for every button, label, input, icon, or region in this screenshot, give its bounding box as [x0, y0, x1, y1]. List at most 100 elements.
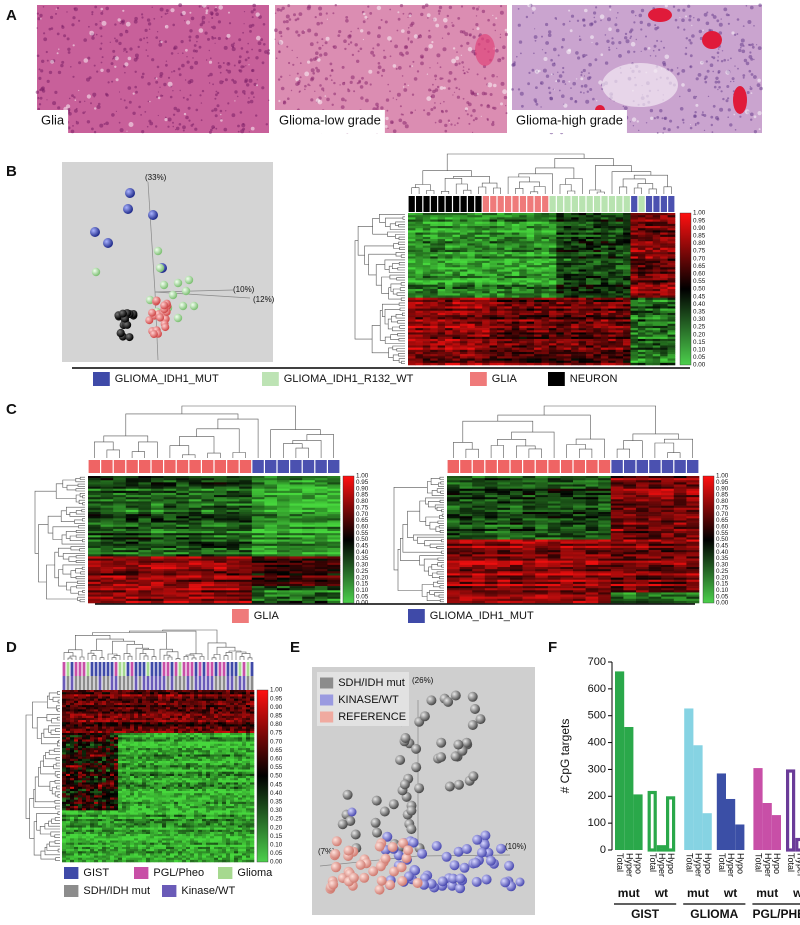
- heatmap-cell: [608, 280, 616, 283]
- heatmap-cell: [422, 282, 431, 285]
- heatmap-cell: [630, 271, 639, 275]
- cell-nucleus: [652, 49, 655, 52]
- cell-nucleus: [625, 39, 630, 44]
- heatmap-cell: [408, 228, 416, 231]
- heatmap-cell: [437, 317, 446, 320]
- colorbar-label: 0.25: [693, 324, 706, 331]
- heatmap-cell: [623, 269, 631, 272]
- cell-nucleus: [436, 53, 441, 58]
- tissue-gap: [679, 17, 681, 18]
- dendrogram-branch: [392, 326, 405, 332]
- heatmap-cell: [526, 304, 535, 307]
- heatmap-cell: [327, 514, 341, 517]
- tissue-gap: [186, 20, 191, 25]
- heatmap-cell: [138, 520, 152, 523]
- heatmap-cell: [482, 358, 490, 361]
- cell-nucleus: [681, 18, 685, 23]
- cell-nucleus: [124, 71, 126, 74]
- cell-nucleus: [696, 18, 701, 22]
- heatmap-cell: [623, 351, 631, 355]
- heatmap-cell: [645, 338, 654, 342]
- heatmap-cell: [548, 230, 557, 233]
- heatmap-cell: [600, 349, 609, 353]
- heatmap-cell: [138, 541, 152, 545]
- heatmap-cell: [88, 528, 101, 532]
- dendrogram-branch: [82, 502, 85, 506]
- heatmap-cell: [667, 302, 676, 305]
- heatmap-cell: [511, 215, 520, 218]
- heatmap-cell: [314, 499, 328, 502]
- heatmap-cell: [571, 213, 579, 216]
- dendrogram-branch: [75, 510, 85, 515]
- cell-nucleus: [100, 42, 103, 45]
- cell-nucleus: [694, 124, 697, 127]
- heatmap-cell: [408, 332, 416, 335]
- heatmap-cell: [571, 245, 579, 249]
- dendrogram-branch: [455, 183, 468, 194]
- heatmap-cell: [615, 249, 624, 253]
- cell-nucleus: [309, 58, 313, 62]
- heatmap-cell: [289, 533, 303, 536]
- cell-nucleus: [747, 20, 752, 24]
- heatmap-cell: [408, 230, 416, 233]
- heatmap-cell: [556, 278, 565, 281]
- heatmap-cell: [556, 215, 565, 218]
- cell-nucleus: [604, 61, 609, 65]
- cell-nucleus: [399, 4, 404, 8]
- heatmap-cell: [652, 258, 661, 262]
- heatmap-cell: [534, 239, 542, 242]
- heatmap-cell: [586, 241, 594, 244]
- heatmap-cell: [188, 501, 202, 504]
- cell-nucleus: [263, 43, 266, 46]
- heatmap-cell: [467, 321, 476, 325]
- cell-nucleus: [466, 113, 469, 116]
- cell-nucleus: [129, 47, 133, 51]
- heatmap-cell: [623, 310, 631, 314]
- heatmap-cell: [660, 299, 668, 303]
- heatmap-cell: [437, 334, 446, 338]
- cell-nucleus: [366, 31, 371, 35]
- heatmap-cell: [151, 499, 164, 502]
- heatmap-cell: [526, 247, 535, 251]
- heatmap-cell: [88, 486, 101, 489]
- heatmap-cell: [467, 330, 476, 333]
- heatmap-cell: [214, 522, 227, 525]
- heatmap-cell: [615, 230, 624, 233]
- heatmap-cell: [138, 509, 152, 513]
- heatmap-cell: [445, 236, 453, 240]
- cell-nucleus: [364, 81, 369, 85]
- heatmap-cell: [623, 362, 631, 366]
- heatmap-cell: [437, 302, 446, 305]
- heatmap-cell: [430, 254, 438, 257]
- heatmap-cell: [652, 341, 661, 344]
- heatmap-cell: [660, 347, 668, 351]
- heatmap-cell: [467, 325, 476, 329]
- tissue-gap: [132, 92, 135, 95]
- cell-nucleus: [128, 100, 132, 104]
- cell-nucleus: [588, 62, 592, 67]
- heatmap-cell: [452, 265, 461, 268]
- heatmap-cell: [497, 343, 505, 346]
- dendrogram-branch: [399, 325, 405, 329]
- heatmap-cell: [593, 343, 602, 346]
- heatmap-cell: [408, 306, 416, 309]
- heatmap-cell: [571, 306, 579, 309]
- heatmap-cell: [608, 343, 616, 346]
- heatmap-cell: [482, 295, 490, 298]
- heatmap-cell: [289, 545, 303, 549]
- heatmap-cell: [251, 501, 265, 504]
- heatmap-cell: [437, 228, 446, 231]
- heatmap-cell: [593, 219, 602, 222]
- cell-nucleus: [545, 22, 549, 27]
- heatmap-cell: [652, 343, 661, 346]
- heatmap-cell: [415, 297, 424, 301]
- cell-nucleus: [87, 56, 91, 60]
- heatmap-cell: [563, 219, 572, 222]
- heatmap-cell: [578, 291, 587, 294]
- heatmap-cell: [541, 286, 550, 290]
- cell-nucleus: [242, 90, 246, 94]
- heatmap-cell: [408, 213, 416, 216]
- heatmap-cell: [467, 354, 476, 357]
- cell-nucleus: [309, 84, 311, 87]
- cell-nucleus: [462, 66, 465, 68]
